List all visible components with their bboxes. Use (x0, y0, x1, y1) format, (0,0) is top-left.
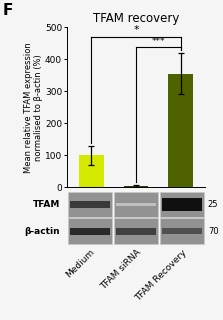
Bar (160, 192, 204, 217)
Bar (124, 186, 148, 187)
Text: TFAM: TFAM (33, 200, 60, 209)
Text: 70: 70 (208, 227, 219, 236)
Bar (162, 198, 202, 211)
Text: Medium: Medium (64, 248, 96, 280)
Text: 25: 25 (208, 200, 218, 209)
Title: TFAM recovery: TFAM recovery (93, 12, 179, 25)
Bar (114, 219, 158, 244)
Y-axis label: Mean relative TFAM expression
normalised to β-actin (%): Mean relative TFAM expression normalised… (24, 42, 43, 172)
Text: F: F (2, 3, 13, 18)
Bar (70, 228, 110, 235)
Bar (79, 155, 104, 187)
Bar (68, 219, 112, 244)
Text: TFAM Recovery: TFAM Recovery (134, 248, 188, 303)
Bar (168, 74, 193, 187)
Bar (116, 203, 156, 206)
Text: *: * (133, 25, 139, 35)
Bar (70, 201, 110, 208)
Text: β-actin: β-actin (25, 227, 60, 236)
Bar (162, 228, 202, 234)
Text: ***: *** (152, 37, 165, 46)
Bar (114, 192, 158, 217)
Bar (68, 192, 112, 217)
Bar (116, 228, 156, 235)
Text: TFAM siRNA: TFAM siRNA (99, 248, 142, 292)
Bar (160, 219, 204, 244)
